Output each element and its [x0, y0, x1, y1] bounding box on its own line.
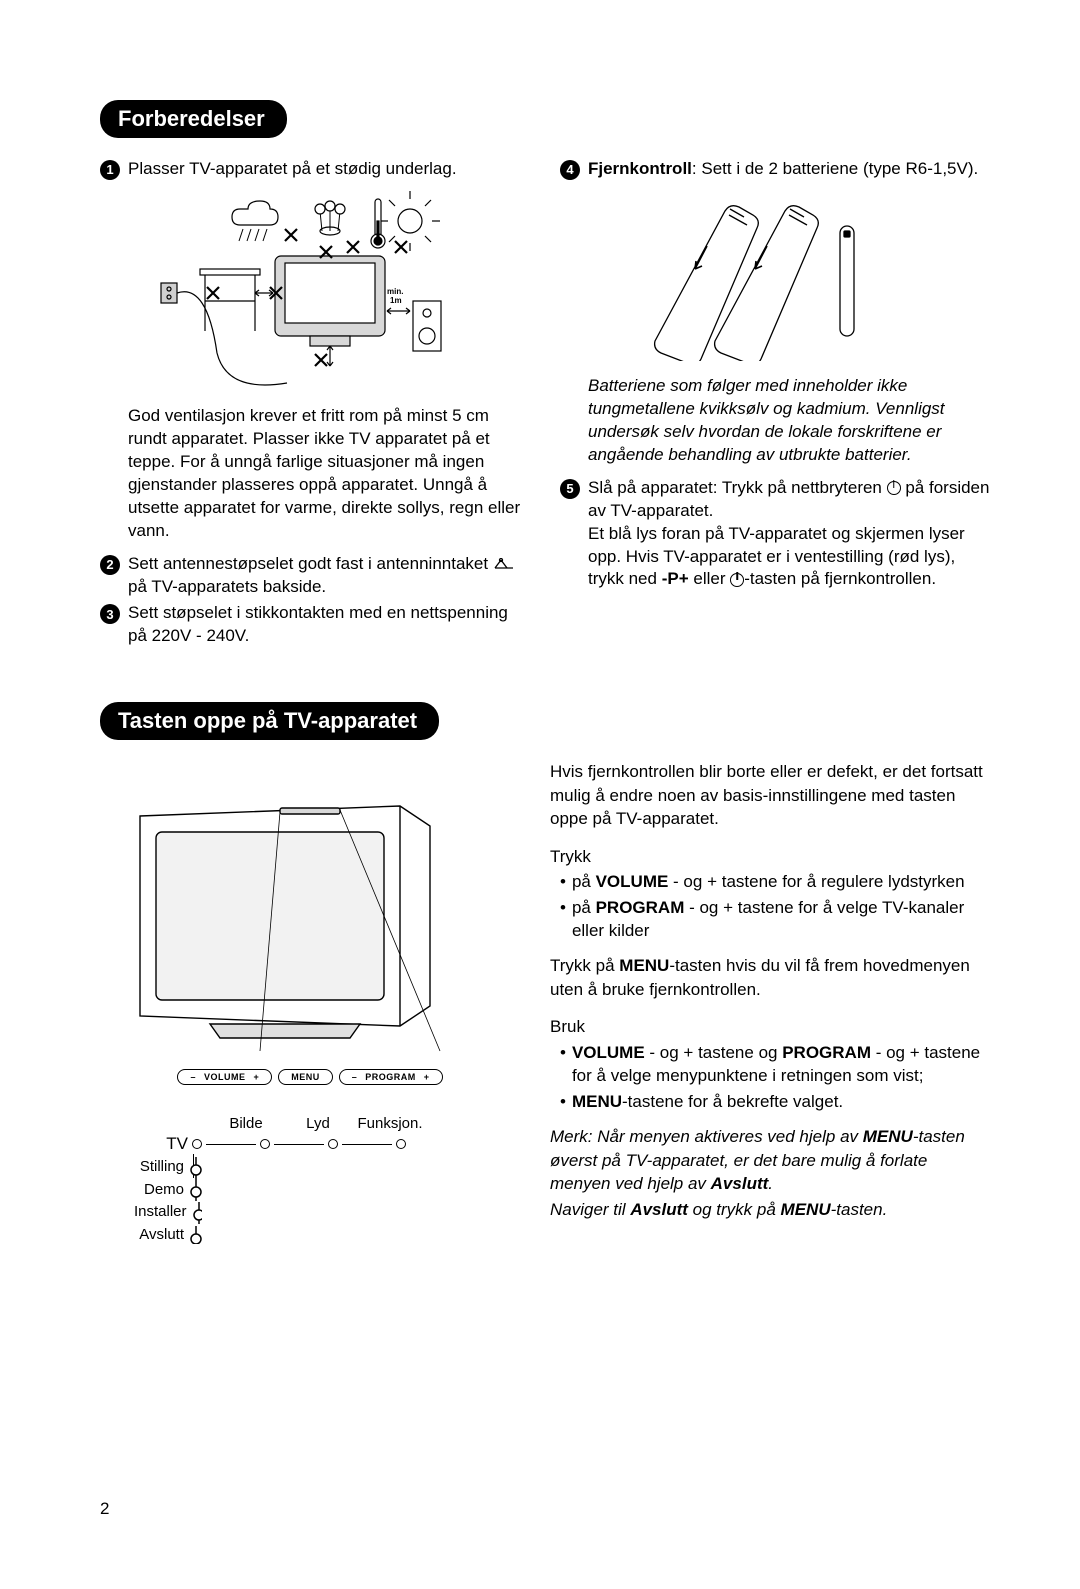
- item-4: 4 Fjernkontroll: Sett i de 2 batteriene …: [560, 158, 990, 181]
- vol-plus: +: [253, 1072, 259, 1082]
- bullet-menu-confirm: • MENU-tastene for å bekrefte valget.: [560, 1090, 990, 1113]
- section1-left-col: 1 Plasser TV-apparatet på et stødig unde…: [100, 158, 530, 652]
- menu-v-installer: Installer: [134, 1201, 187, 1224]
- item-5-text: Slå på apparatet: Trykk på nettbryteren …: [588, 477, 990, 592]
- section1-title: Forberedelser: [100, 100, 287, 138]
- note-2: Naviger til Avslutt og trykk på MENU-tas…: [550, 1198, 990, 1221]
- power-icon: [887, 481, 901, 495]
- svg-text:1m: 1m: [390, 296, 402, 305]
- menu-press-para: Trykk på MENU-tasten hvis du vil få frem…: [550, 954, 990, 1001]
- item-2-text: Sett antennestøpselet godt fast i antenn…: [128, 553, 530, 599]
- menu-h-bilde: Bilde: [212, 1115, 280, 1132]
- item-3: 3 Sett støpselet i stikkontakten med en …: [100, 602, 530, 648]
- item-1-text: Plasser TV-apparatet på et stødig underl…: [128, 158, 530, 181]
- item-1-para: God ventilasjon krever et fritt rom på m…: [128, 405, 530, 543]
- trykk-label: Trykk: [550, 845, 990, 868]
- menu-tv-label: TV: [140, 1134, 188, 1154]
- vol-label: VOLUME: [204, 1072, 246, 1082]
- page-number: 2: [100, 1499, 109, 1519]
- item-1: 1 Plasser TV-apparatet på et stødig unde…: [100, 158, 530, 181]
- antenna-socket-icon: [493, 558, 515, 570]
- num-4-icon: 4: [560, 160, 580, 180]
- menu-button: MENU: [278, 1069, 333, 1085]
- standby-icon: [730, 573, 744, 587]
- item-5: 5 Slå på apparatet: Trykk på nettbrytere…: [560, 477, 990, 592]
- prog-plus: +: [424, 1072, 430, 1082]
- volume-button-group: – VOLUME +: [177, 1069, 272, 1085]
- menu-h-funksjon: Funksjon.: [356, 1115, 424, 1132]
- menu-node-icon: [192, 1139, 202, 1149]
- bullet-vol-prog-nav: • VOLUME - og + tastene og PROGRAM - og …: [560, 1041, 990, 1088]
- bullet-volume: • på VOLUME - og + tastene for å reguler…: [560, 870, 990, 893]
- item-4-note: Batteriene som følger med inneholder ikk…: [588, 375, 990, 467]
- menu-h-lyd: Lyd: [284, 1115, 352, 1132]
- bullet-program: • på PROGRAM - og + tastene for å velge …: [560, 896, 990, 943]
- item-2: 2 Sett antennestøpselet godt fast i ante…: [100, 553, 530, 599]
- prog-minus: –: [352, 1072, 358, 1082]
- section1-right-col: 4 Fjernkontroll: Sett i de 2 batteriene …: [560, 158, 990, 652]
- menu-v-stilling: Stilling: [140, 1156, 184, 1179]
- menu-v-demo: Demo: [144, 1179, 184, 1202]
- bruk-label: Bruk: [550, 1015, 990, 1038]
- section-tv-keys: Tasten oppe på TV-apparatet: [100, 702, 990, 1246]
- num-5-icon: 5: [560, 479, 580, 499]
- tv-button-row: – VOLUME + MENU – PROGRAM +: [100, 1069, 520, 1085]
- menu-v-avslutt: Avslutt: [139, 1224, 184, 1247]
- note-1: Merk: Når menyen aktiveres ved hjelp av …: [550, 1125, 990, 1195]
- vol-minus: –: [190, 1072, 196, 1082]
- tv-top-buttons-illustration: [100, 776, 480, 1056]
- section2-text-col: Hvis fjernkontrollen blir borte eller er…: [550, 760, 990, 1246]
- svg-text:min.: min.: [387, 287, 403, 296]
- program-button-group: – PROGRAM +: [339, 1069, 443, 1085]
- remote-battery-illustration: [645, 191, 905, 361]
- section2-intro: Hvis fjernkontrollen blir borte eller er…: [550, 760, 990, 830]
- num-3-icon: 3: [100, 604, 120, 624]
- section-preparation: Forberedelser 1 Plasser TV-apparatet på …: [100, 100, 990, 652]
- menu-tree-diagram: Bilde Lyd Funksjon. TV: [140, 1115, 520, 1246]
- menu-label: MENU: [291, 1072, 320, 1082]
- num-1-icon: 1: [100, 160, 120, 180]
- tv-placement-illustration: min. 1m: [155, 191, 475, 391]
- section2-title: Tasten oppe på TV-apparatet: [100, 702, 439, 740]
- item-4-text: Fjernkontroll: Sett i de 2 batteriene (t…: [588, 158, 990, 181]
- num-2-icon: 2: [100, 555, 120, 575]
- prog-label: PROGRAM: [365, 1072, 416, 1082]
- tv-illustration-col: – VOLUME + MENU – PROGRAM + Bilde Lyd: [100, 760, 520, 1246]
- item-3-text: Sett støpselet i stikkontakten med en ne…: [128, 602, 530, 648]
